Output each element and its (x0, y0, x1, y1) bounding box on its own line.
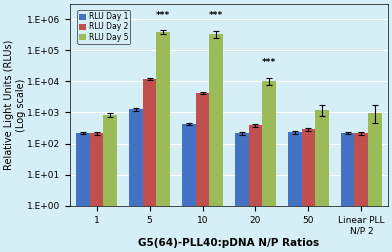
Bar (235, 133, 249, 252)
Bar (103, 115, 117, 252)
Bar (196, 93, 209, 252)
X-axis label: G5(64)-PLL40:pDNA N/P Ratios: G5(64)-PLL40:pDNA N/P Ratios (138, 238, 319, 248)
Bar (315, 110, 329, 252)
Bar (90, 133, 103, 252)
Text: ***: *** (209, 11, 223, 20)
Y-axis label: Relative Light Units (RLUs)
(Log scale): Relative Light Units (RLUs) (Log scale) (4, 40, 26, 170)
Bar (301, 129, 315, 252)
Bar (354, 133, 368, 252)
Bar (129, 109, 143, 252)
Bar (209, 35, 223, 252)
Bar (262, 81, 276, 252)
Text: ***: *** (156, 11, 171, 20)
Bar (341, 133, 354, 252)
Bar (156, 32, 170, 252)
Bar (249, 125, 262, 252)
Bar (368, 113, 382, 252)
Bar (182, 124, 196, 252)
Bar (76, 133, 90, 252)
Bar (288, 132, 301, 252)
Bar (143, 79, 156, 252)
Text: ***: *** (262, 58, 276, 67)
Legend: RLU Day 1, RLU Day 2, RLU Day 5: RLU Day 1, RLU Day 2, RLU Day 5 (77, 10, 131, 44)
